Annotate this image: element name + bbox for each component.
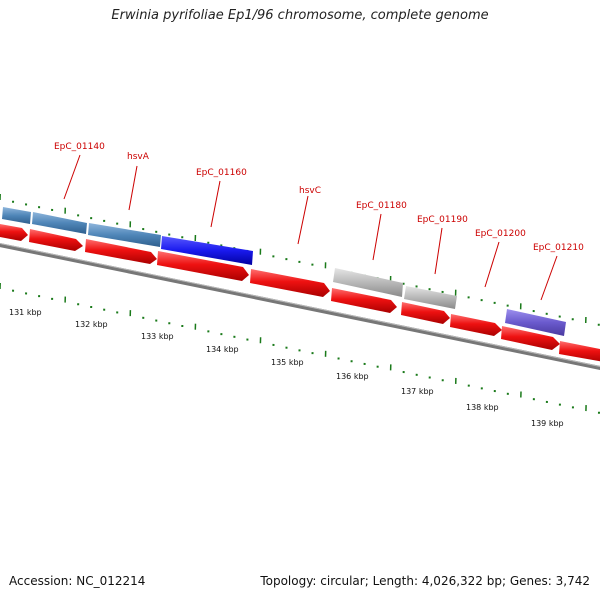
genes-value: 3,742	[555, 574, 590, 588]
kbp-label: 132 kbp	[75, 320, 108, 329]
kbp-label: 133 kbp	[141, 332, 174, 341]
gene-label: EpC_01200	[475, 229, 526, 239]
gene-label: EpC_01140	[54, 142, 105, 152]
gene-reverse[interactable]	[505, 309, 566, 336]
gene-forward[interactable]	[250, 269, 330, 297]
gene-reverse[interactable]	[404, 286, 457, 309]
accession-value: NC_012214	[76, 574, 146, 588]
gene-forward[interactable]	[401, 302, 450, 324]
gene-forward[interactable]	[501, 326, 560, 350]
gene-reverse[interactable]	[2, 207, 31, 224]
length-value: 4,026,322 bp	[421, 574, 502, 588]
gene-label-line	[434, 227, 443, 275]
gene-label: hsvA	[127, 152, 150, 162]
gene-label: EpC_01160	[196, 168, 247, 178]
gene-reverse[interactable]	[32, 212, 87, 234]
accession-label: Accession:	[9, 574, 73, 588]
gene-label-line	[63, 154, 81, 200]
kbp-label: 139 kbp	[531, 419, 564, 428]
gene-label: EpC_01190	[417, 215, 468, 225]
gene-label-line	[372, 213, 382, 261]
gene-reverse[interactable]	[88, 223, 161, 247]
gene-reverse[interactable]	[333, 268, 403, 297]
kbp-label: 138 kbp	[466, 403, 499, 412]
kbp-label: 135 kbp	[271, 358, 304, 367]
genome-summary: Topology: circular; Length: 4,026,322 bp…	[260, 574, 590, 588]
reverse-strand-genes	[2, 207, 566, 336]
gene-forward[interactable]	[0, 224, 28, 241]
gene-forward[interactable]	[85, 239, 157, 264]
gene-label-line	[128, 165, 138, 211]
gene-reverse-hsva[interactable]	[161, 236, 253, 265]
kbp-label: 134 kbp	[206, 345, 239, 354]
map-title: Erwinia pyrifoliae Ep1/96 chromosome, co…	[111, 8, 489, 23]
gene-forward[interactable]	[29, 229, 83, 251]
genome-backbone-highlight	[0, 243, 600, 367]
genes-label: Genes:	[509, 574, 552, 588]
kbp-scale-labels: 131 kbp 132 kbp 133 kbp 134 kbp 135 kbp …	[9, 308, 564, 428]
topology-label: Topology:	[260, 574, 317, 588]
forward-strand-genes	[0, 224, 600, 363]
inner-tick-marks	[0, 282, 600, 414]
gene-labels: EpC_01140 hsvA EpC_01160 hsvC EpC_01180 …	[54, 142, 584, 253]
gene-label: EpC_01180	[356, 201, 407, 211]
gene-label-lines	[63, 154, 558, 301]
gene-label: EpC_01210	[533, 243, 584, 253]
gene-forward[interactable]	[157, 251, 249, 281]
genome-backbone	[0, 242, 600, 370]
topology-value: circular	[320, 574, 365, 588]
accession-info: Accession: NC_012214	[9, 574, 145, 588]
gene-label: hsvC	[299, 186, 321, 196]
gene-forward[interactable]	[450, 314, 502, 336]
gene-label-line	[540, 255, 558, 301]
gene-label-line	[484, 241, 500, 288]
length-label: Length:	[372, 574, 419, 588]
gene-label-line	[210, 180, 221, 228]
kbp-label: 131 kbp	[9, 308, 42, 317]
kbp-label: 136 kbp	[336, 372, 369, 381]
gene-label-line	[297, 195, 309, 245]
gene-forward[interactable]	[559, 341, 600, 363]
gene-forward[interactable]	[331, 288, 397, 313]
kbp-label: 137 kbp	[401, 387, 434, 396]
